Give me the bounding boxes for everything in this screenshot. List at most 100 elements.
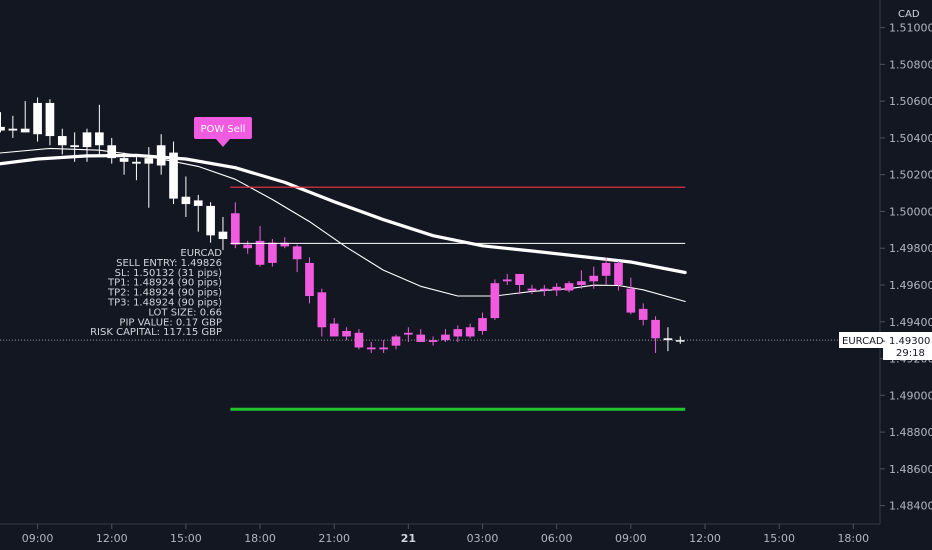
symbol-tag-name: EURCAD (842, 336, 884, 347)
time-tick-label: 09:00 (615, 532, 647, 545)
candle-body (317, 292, 327, 328)
time-tick-label: 12:00 (96, 532, 128, 545)
price-tick-label: 1.50800 (889, 58, 932, 71)
candle-body (416, 334, 426, 342)
trade-info-line: RISK CAPITAL: 117.15 GBP (90, 327, 222, 338)
candle-body (638, 308, 648, 320)
candle-body (33, 102, 42, 135)
candle-body (206, 205, 215, 236)
price-tag-value: 1.49300 (889, 336, 930, 347)
candle-body (527, 288, 537, 291)
candle-body (119, 158, 129, 162)
trade-info-line: SL: 1.50132 (31 pips) (115, 268, 222, 279)
time-tick-label: 09:00 (22, 532, 54, 545)
signal-badge-label: POW Sell (200, 124, 245, 135)
time-tick-label: 15:00 (763, 532, 795, 545)
time-tick-label: 21 (401, 532, 416, 545)
candle-body (45, 102, 55, 137)
candle-body (70, 145, 79, 148)
candle-body (329, 323, 339, 337)
candle-body (589, 275, 599, 282)
time-tick-label: 12:00 (689, 532, 721, 545)
candle-body (552, 286, 561, 291)
candle-body (292, 246, 302, 260)
symbol-tag-box (839, 332, 887, 348)
candle-body (614, 262, 623, 285)
candle-body (391, 336, 401, 346)
price-tick-label: 1.51000 (889, 22, 932, 35)
candle-body (539, 288, 549, 291)
candle-body (305, 262, 314, 297)
time-tick-label: 03:00 (467, 532, 499, 545)
candle-body (181, 196, 191, 205)
candle-body (490, 283, 500, 319)
price-tag-countdown: 29:18 (896, 348, 925, 359)
candle-body (515, 273, 524, 285)
candle-body (231, 213, 240, 245)
candle-body (82, 132, 92, 148)
time-axis[interactable]: 09:00 12:00 15:00 18:00 21:00 21 03:00 06:00 09:… (22, 524, 869, 545)
candle-body (502, 279, 512, 282)
candle-body (366, 347, 376, 350)
price-tick-label: 1.50400 (889, 132, 932, 145)
time-tick-label: 15:00 (170, 532, 202, 545)
signal-badge-box (193, 117, 252, 139)
price-tick-label: 1.50000 (889, 205, 932, 218)
candle-body (255, 240, 265, 265)
candle-body (218, 231, 228, 240)
price-tick-label: 1.49600 (889, 279, 932, 292)
time-tick-label: 18:00 (244, 532, 276, 545)
candle-body (428, 340, 438, 342)
candle-body (243, 244, 253, 249)
candle-body (95, 132, 104, 146)
candle-body (478, 318, 487, 331)
candle-body (675, 340, 685, 342)
price-tick-label: 1.48600 (889, 463, 932, 476)
candle-body (441, 334, 450, 341)
candles (0, 97, 685, 354)
candle-body (57, 136, 67, 146)
trade-info-line: TP1: 1.48924 (90 pips) (107, 278, 222, 289)
candle-body (626, 288, 636, 313)
candle-body (342, 330, 351, 337)
candle-body (663, 338, 673, 341)
trade-info-line: TP2: 1.48924 (90 pips) (107, 288, 222, 299)
candle-body (465, 327, 475, 337)
candle-body (169, 152, 178, 199)
candle-body (379, 347, 388, 350)
price-tick-label: 1.48400 (889, 500, 932, 513)
candle-body (8, 128, 18, 131)
trade-info-line: EURCAD (180, 248, 222, 259)
signal-badge[interactable]: POW Sell (193, 117, 252, 147)
candle-body (107, 145, 117, 159)
price-tick-label: 1.50600 (889, 95, 932, 108)
candle-body (268, 242, 277, 263)
time-tick-label: 21:00 (318, 532, 350, 545)
trade-info-line: LOT SIZE: 0.66 (148, 307, 222, 318)
candle-body (156, 145, 166, 166)
price-tick-label: 1.49000 (889, 389, 932, 402)
price-tag-box (883, 332, 932, 360)
currency-label: CAD (898, 9, 920, 20)
price-tick-label: 1.49800 (889, 242, 932, 255)
candle-body (651, 319, 660, 339)
candle-body (601, 262, 611, 276)
trade-info-line: TP3: 1.48924 (90 pips) (107, 298, 222, 309)
trade-info-line: SELL ENTRY: 1.49826 (116, 258, 222, 269)
symbol-price-tag: EURCAD - 1.49300 29:18 (839, 332, 932, 360)
price-tick-label: 1.49400 (889, 316, 932, 329)
candle-body (20, 128, 30, 133)
candle-body (0, 126, 5, 131)
candle-body (132, 161, 141, 164)
candle-body (193, 200, 203, 206)
signal-badge-pointer (215, 139, 230, 147)
trade-levels (230, 186, 686, 411)
price-axis[interactable]: 1.51000 1.50800 1.50600 1.50400 1.50200 1.500… (880, 22, 932, 513)
candle-body (577, 281, 586, 285)
price-tick-label: 1.50200 (889, 169, 932, 182)
time-tick-label: 18:00 (837, 532, 869, 545)
price-tick-label: 1.48800 (889, 426, 932, 439)
